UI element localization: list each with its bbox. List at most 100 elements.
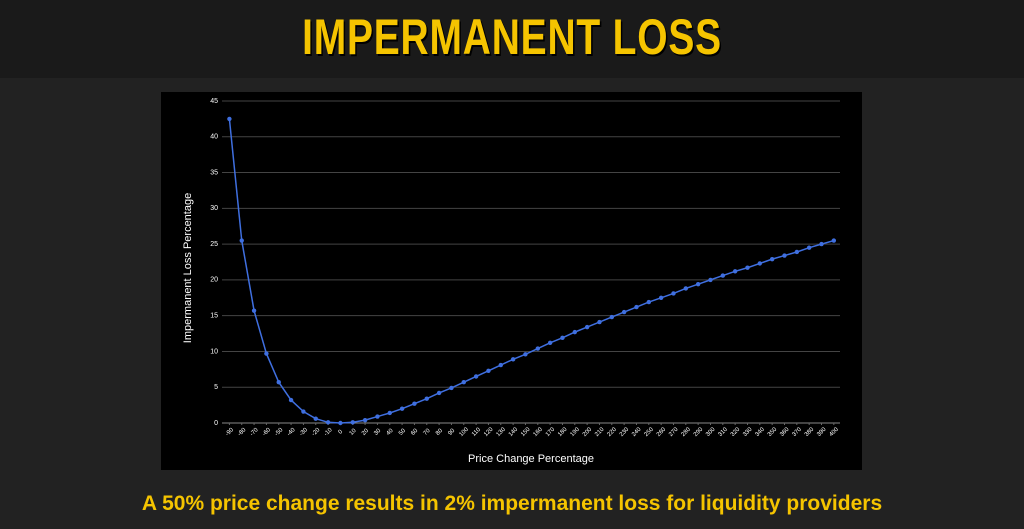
y-tick-label: 30: [210, 205, 218, 212]
data-point: [794, 249, 800, 255]
page-title: IMPERMANENT LOSS: [302, 9, 722, 65]
x-tick-label: 120: [483, 426, 495, 438]
data-point: [387, 410, 392, 416]
data-point: [486, 368, 491, 373]
data-point: [560, 335, 565, 341]
data-point: [239, 238, 244, 243]
x-tick-label: -70: [249, 427, 260, 438]
data-point: [572, 329, 577, 335]
x-tick-label: 360: [779, 426, 791, 438]
x-tick-label: 70: [423, 427, 432, 436]
y-tick-label: 35: [210, 169, 218, 176]
data-point: [251, 308, 257, 313]
chart-panel: [161, 92, 862, 470]
data-point: [584, 324, 590, 330]
x-tick-label: 0: [338, 429, 345, 436]
x-tick-label: 350: [767, 426, 779, 438]
data-point: [424, 396, 429, 401]
x-tick-label: 290: [693, 426, 705, 438]
x-tick-label: 180: [557, 426, 569, 438]
data-point: [375, 414, 380, 419]
data-point: [547, 340, 553, 346]
data-point: [757, 261, 763, 266]
x-tick-label: 270: [668, 426, 680, 438]
y-tick-label: 40: [210, 134, 218, 141]
data-point: [264, 351, 269, 356]
data-point: [695, 281, 701, 287]
data-point: [325, 420, 331, 425]
x-tick-label: 160: [533, 426, 545, 438]
x-tick-label: 170: [545, 426, 557, 438]
data-point: [597, 319, 602, 325]
data-point: [313, 416, 318, 421]
data-point: [350, 420, 355, 425]
data-point: [720, 273, 726, 278]
data-point: [436, 390, 442, 396]
caption: A 50% price change results in 2% imperma…: [141, 492, 883, 515]
x-tick-label: 220: [607, 426, 619, 438]
data-point: [449, 385, 454, 391]
x-tick-label: 110: [471, 426, 482, 437]
data-point: [769, 256, 775, 262]
data-point: [708, 277, 713, 283]
data-point: [621, 309, 627, 315]
data-point: [819, 241, 824, 247]
header-bar: IMPERMANENT LOSS: [0, 0, 1024, 78]
x-tick-label: -20: [311, 427, 322, 438]
x-tick-label: 200: [582, 426, 594, 438]
x-tick-label: 150: [520, 426, 532, 438]
x-tick-label: 310: [718, 426, 730, 438]
x-tick-label: -50: [274, 427, 285, 438]
data-point: [831, 238, 837, 243]
data-point: [461, 380, 466, 385]
data-point: [671, 291, 676, 296]
x-tick-label: 30: [373, 427, 382, 436]
y-tick-label: 20: [210, 277, 218, 284]
x-tick-label: 370: [792, 426, 804, 438]
x-tick-label: 50: [398, 427, 407, 436]
x-tick-label: 260: [656, 426, 668, 438]
data-point: [362, 417, 368, 423]
x-tick-label: 240: [631, 426, 643, 438]
data-point: [745, 265, 750, 270]
y-tick-label: 10: [210, 348, 218, 355]
x-tick-label: 400: [829, 426, 841, 438]
data-point: [301, 409, 306, 414]
y-tick-label: 0: [214, 420, 218, 427]
x-tick-label: 340: [755, 426, 767, 438]
x-tick-label: 100: [459, 426, 471, 438]
x-tick-label: -90: [225, 427, 236, 438]
data-point: [523, 352, 528, 357]
x-tick-label: 80: [435, 427, 444, 436]
x-tick-label: 40: [386, 427, 395, 436]
x-tick-label: 190: [570, 426, 582, 438]
x-tick-label: -10: [323, 427, 334, 438]
x-tick-label: 20: [361, 427, 370, 436]
data-point: [806, 245, 812, 250]
y-tick-label: 5: [214, 384, 218, 391]
data-point: [227, 116, 232, 122]
x-tick-label: -60: [262, 427, 273, 438]
x-tick-label: -40: [286, 427, 297, 438]
data-point: [634, 304, 639, 310]
x-tick-label: -80: [237, 427, 248, 438]
data-point: [782, 253, 787, 258]
x-tick-label: 250: [644, 426, 656, 438]
x-tick-label: 60: [410, 427, 419, 436]
data-point: [732, 269, 738, 274]
x-tick-label: -30: [299, 427, 310, 438]
x-tick-label: 230: [619, 426, 631, 438]
x-tick-label: 280: [681, 426, 693, 438]
x-tick-label: 300: [705, 426, 717, 438]
y-tick-label: 25: [210, 241, 218, 248]
x-tick-label: 330: [742, 426, 754, 438]
x-tick-label: 380: [804, 426, 816, 438]
data-point: [535, 346, 540, 351]
data-point: [498, 362, 503, 368]
y-axis-title: Impermanent Loss Percentage: [182, 193, 194, 343]
data-point: [288, 397, 294, 403]
x-tick-label: 130: [496, 426, 508, 438]
y-tick-label: 15: [210, 313, 218, 320]
x-tick-label: 320: [730, 426, 742, 438]
